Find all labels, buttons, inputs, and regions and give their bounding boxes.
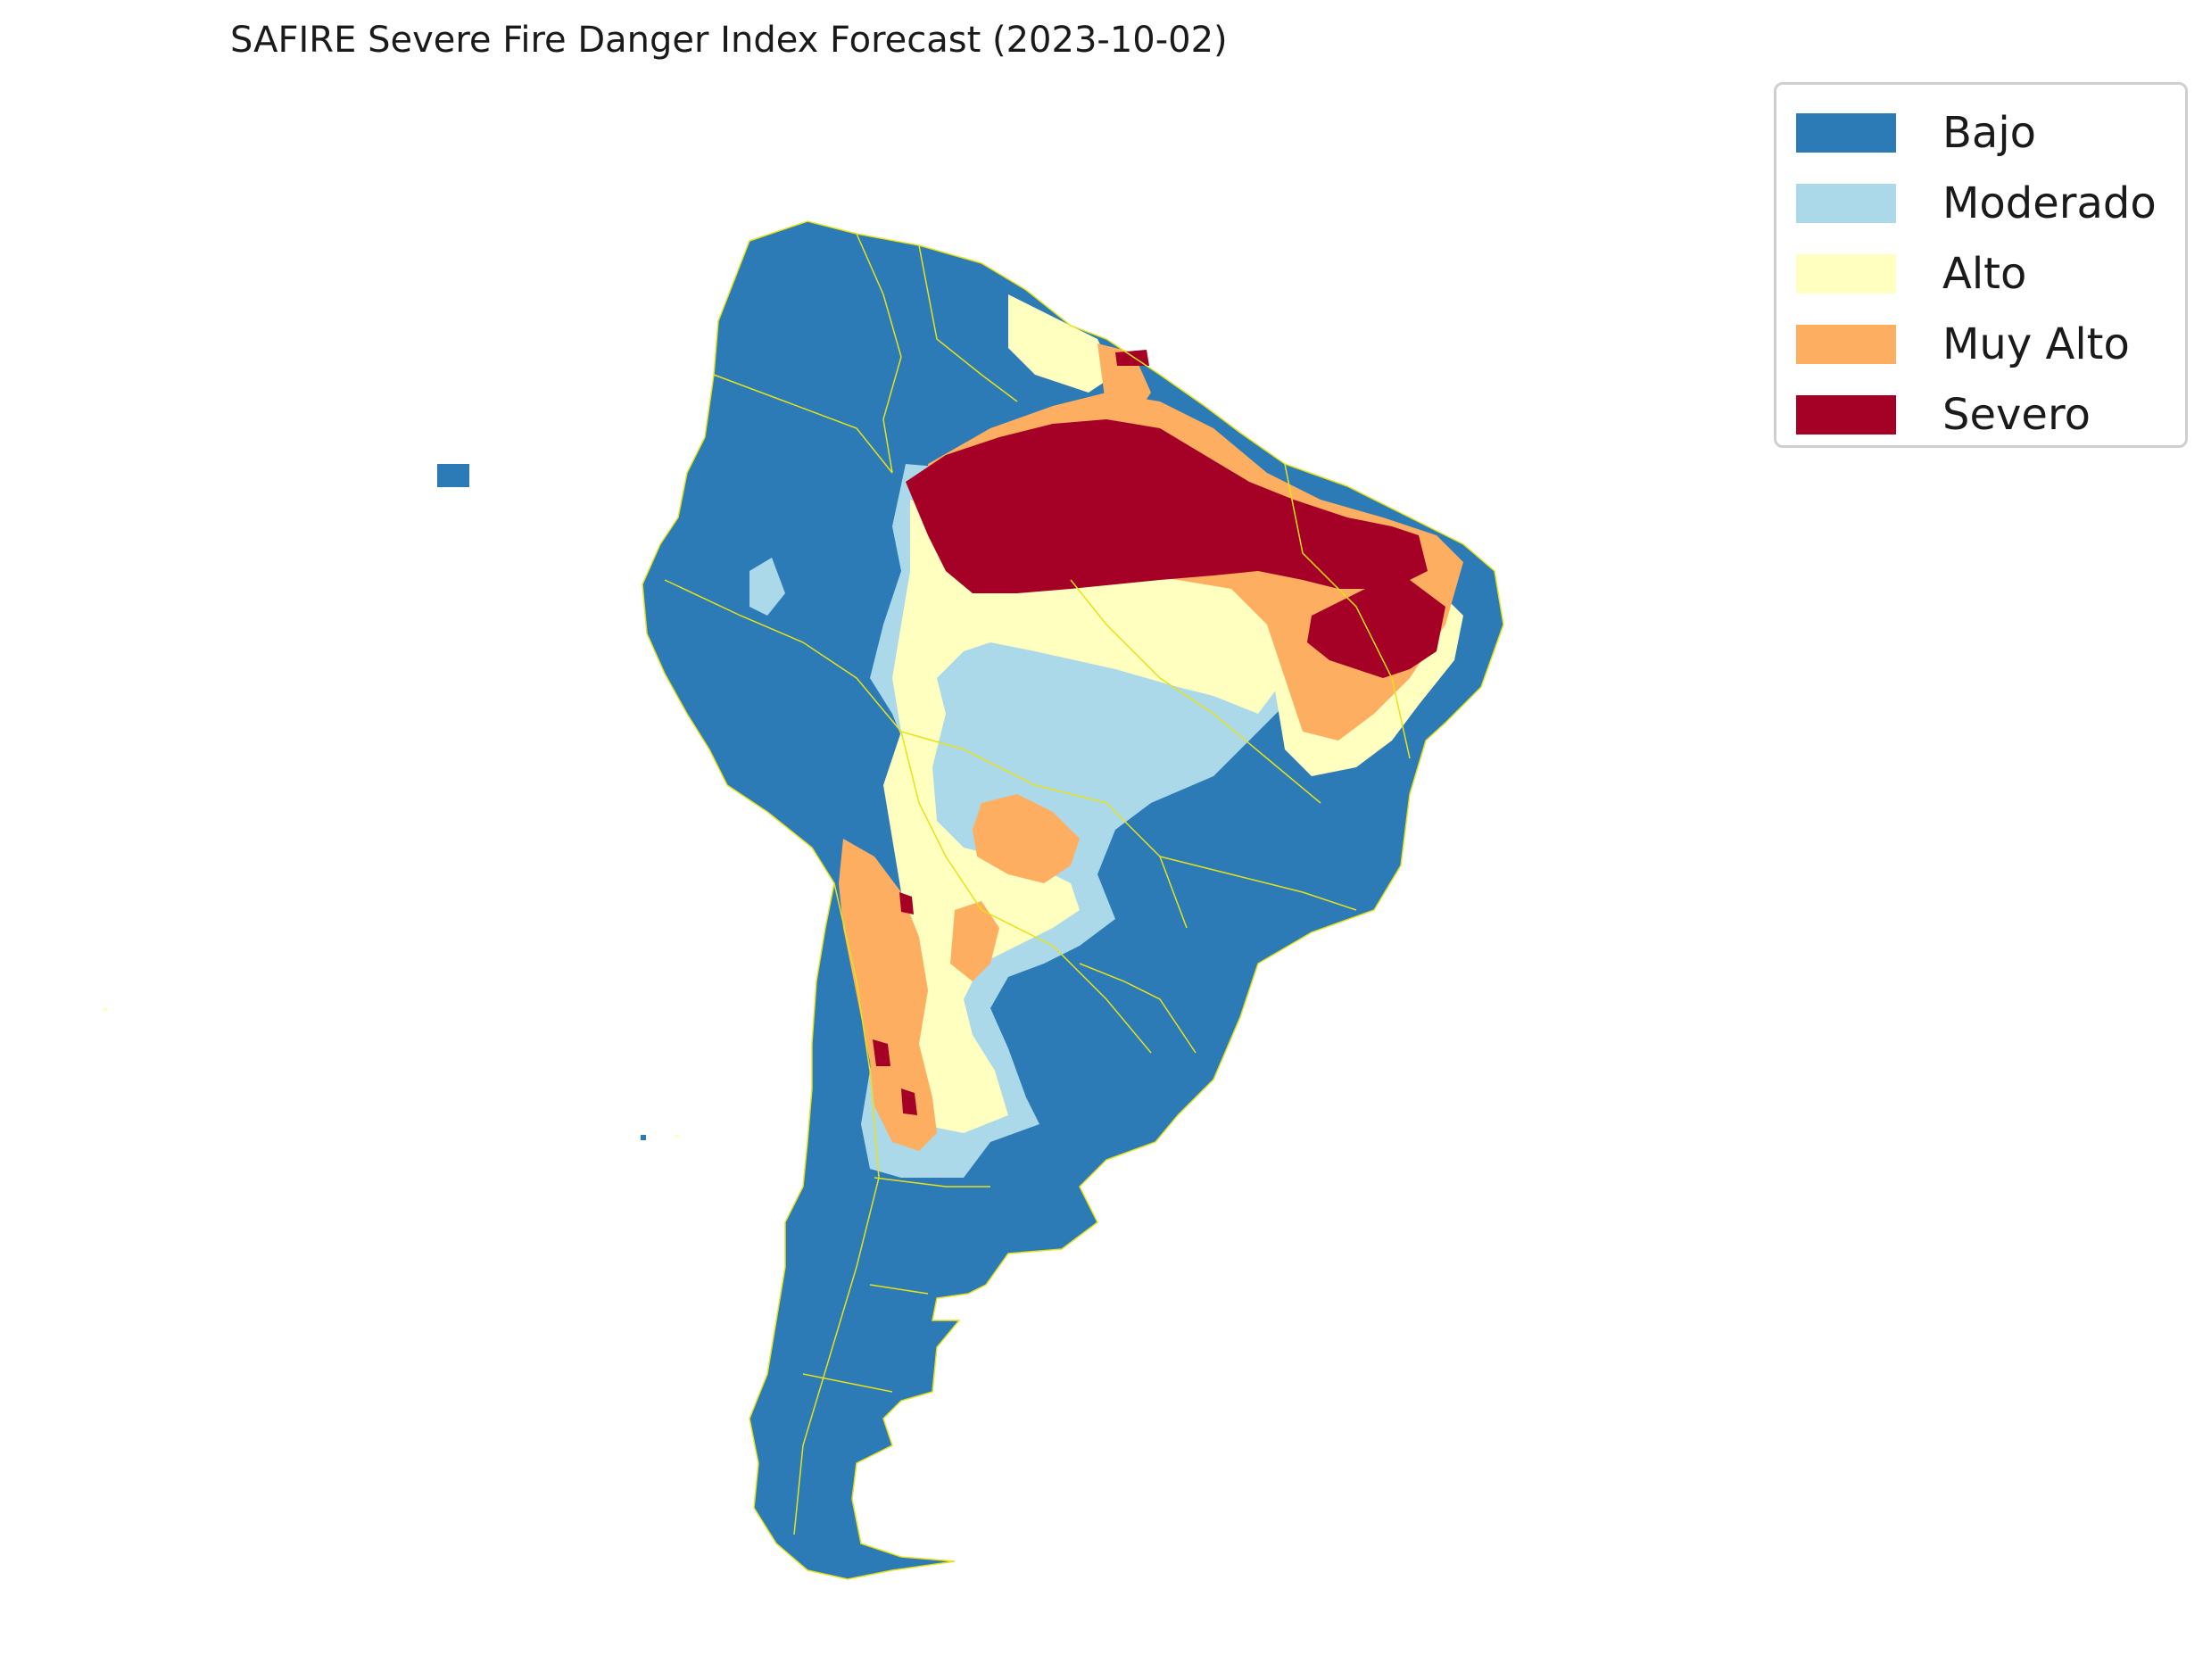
- legend-swatch-moderado: [1796, 183, 1896, 223]
- legend-label-moderado: Moderado: [1942, 178, 2157, 228]
- boundary-lines: [642, 220, 1504, 1580]
- region-muy-alto-andes: [839, 839, 937, 1151]
- legend-swatch-muy-alto: [1796, 324, 1896, 364]
- map-title: SAFIRE Severe Fire Danger Index Forecast…: [230, 20, 1228, 61]
- region-severo-andes2: [901, 1088, 917, 1115]
- region-severo: [906, 419, 1428, 593]
- island-2: [675, 1135, 679, 1138]
- legend-swatch-bajo: [1796, 112, 1896, 153]
- legend-item-muy-alto: Muy Alto: [1776, 309, 2185, 379]
- legend-item-alto: Alto: [1776, 238, 2185, 309]
- legend-label-bajo: Bajo: [1942, 107, 2037, 158]
- legend-label-severo: Severo: [1942, 389, 2091, 440]
- region-severo-andes3: [899, 892, 914, 914]
- legend-item-moderado: Moderado: [1776, 168, 2185, 238]
- island-1: [641, 1135, 646, 1140]
- island-3: [103, 1008, 107, 1011]
- legend-label-muy-alto: Muy Alto: [1942, 319, 2130, 369]
- legend: Bajo Moderado Alto Muy Alto Severo: [1774, 82, 2188, 448]
- region-muy-alto-south1: [973, 794, 1080, 883]
- island-galapagos: [437, 464, 469, 487]
- legend-item-bajo: Bajo: [1776, 97, 2185, 168]
- region-alto: [883, 500, 1285, 1133]
- region-moderado-2: [749, 558, 785, 616]
- region-severo-andes1: [873, 1039, 890, 1066]
- legend-label-alto: Alto: [1942, 248, 2027, 299]
- region-alto-north: [1008, 294, 1115, 393]
- legend-swatch-alto: [1796, 253, 1896, 294]
- region-muy-alto-south2: [950, 901, 999, 981]
- region-severo-east: [1307, 580, 1445, 678]
- legend-item-severo: Severo: [1776, 379, 2185, 450]
- legend-swatch-severo: [1796, 394, 1896, 434]
